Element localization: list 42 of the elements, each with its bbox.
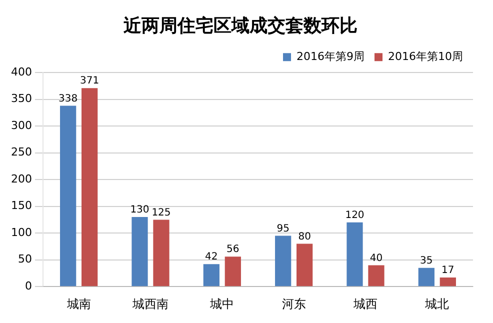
x-tick-label: 城南: [66, 296, 91, 311]
y-tick-label: 350: [10, 92, 32, 106]
data-label: 35: [420, 255, 433, 266]
bar: [275, 236, 292, 286]
bar: [296, 244, 313, 286]
bar: [346, 222, 363, 286]
y-tick-label: 250: [10, 146, 32, 159]
bar: [153, 220, 170, 286]
y-tick-label: 0: [24, 279, 32, 292]
bar: [224, 256, 241, 286]
y-tick-label: 400: [10, 65, 32, 78]
data-label: 120: [345, 210, 364, 221]
y-tick-label: 200: [10, 172, 32, 186]
x-tick-label: 城西: [352, 296, 378, 311]
chart-title: 近两周住宅区域成交套数环比: [122, 15, 358, 36]
data-label: 56: [226, 244, 240, 256]
bar: [418, 268, 434, 286]
bar: [368, 265, 384, 286]
data-label: 42: [205, 252, 218, 263]
x-tick-label: 城中: [209, 296, 234, 311]
data-label: 40: [370, 252, 383, 264]
data-label: 338: [58, 93, 78, 104]
legend-label: 2016年第9周: [296, 50, 365, 63]
y-tick-label: 100: [10, 226, 32, 239]
bar: [60, 106, 76, 286]
data-label: 95: [276, 223, 290, 234]
data-label: 130: [130, 204, 150, 216]
bar: [132, 217, 148, 286]
bar: [203, 264, 220, 286]
y-tick-label: 300: [10, 118, 32, 132]
bar: [440, 278, 456, 286]
legend-label: 2016年第10周: [388, 50, 464, 63]
data-label: 17: [442, 265, 454, 276]
data-label: 125: [152, 207, 171, 218]
y-tick-label: 50: [18, 252, 32, 266]
x-tick-label: 城西南: [131, 296, 168, 311]
data-label: 80: [298, 231, 311, 242]
y-tick-label: 150: [10, 199, 32, 212]
bar: [82, 88, 98, 286]
data-label: 371: [80, 76, 100, 87]
x-tick-label: 河东: [282, 296, 306, 311]
x-tick-label: 城北: [424, 296, 450, 311]
